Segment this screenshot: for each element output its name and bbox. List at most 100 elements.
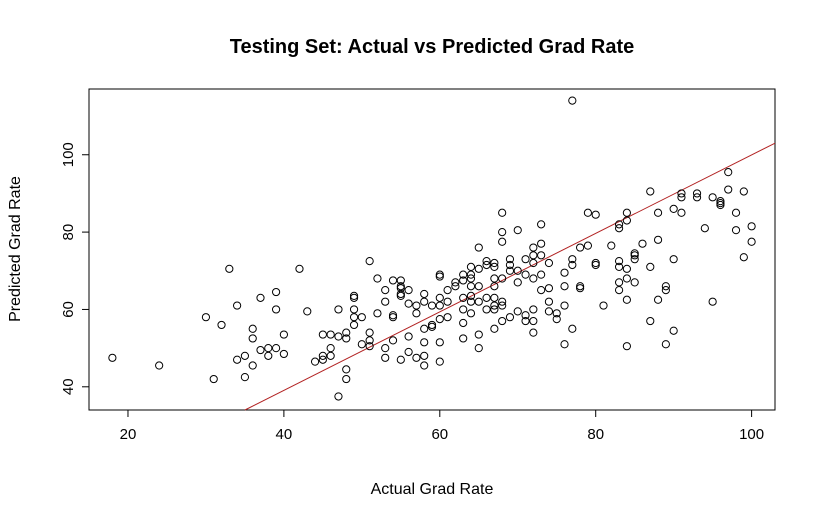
data-point <box>498 227 507 237</box>
x-axis-label: Actual Grad Rate <box>371 481 494 498</box>
data-point <box>326 344 335 353</box>
data-point <box>622 216 631 225</box>
data-point <box>646 316 655 326</box>
data-point <box>677 189 686 198</box>
data-point <box>513 307 522 316</box>
data-point <box>342 374 351 384</box>
data-point <box>240 373 250 382</box>
data-point <box>747 222 756 231</box>
x-tick-label: 80 <box>587 426 604 443</box>
data-point <box>529 274 538 283</box>
data-point <box>459 305 468 314</box>
data-point <box>404 332 413 341</box>
data-point <box>544 258 554 268</box>
data-point <box>420 324 429 333</box>
data-point <box>498 274 507 283</box>
data-point <box>334 392 343 401</box>
x-tick-label: 40 <box>276 426 293 443</box>
y-axis-label: Predicted Grad Rate <box>7 176 24 322</box>
data-point <box>505 260 515 270</box>
data-point <box>466 274 476 283</box>
data-point <box>630 278 639 287</box>
data-point <box>420 361 429 370</box>
data-point <box>498 301 507 310</box>
data-point <box>653 208 663 217</box>
data-point <box>614 286 624 295</box>
data-point <box>482 293 491 302</box>
data-point <box>560 282 569 291</box>
data-point <box>373 274 382 283</box>
y-tick-label: 80 <box>60 224 77 241</box>
data-point <box>568 255 577 264</box>
data-point <box>420 351 429 360</box>
x-axis: 20 40 60 80 100 <box>120 410 764 443</box>
data-point <box>420 338 429 347</box>
data-point <box>537 251 546 260</box>
data-point <box>482 257 491 266</box>
data-point <box>521 270 530 279</box>
data-point <box>669 204 678 213</box>
data-point <box>708 297 717 306</box>
data-point <box>498 297 507 306</box>
data-point <box>225 264 234 273</box>
data-point <box>490 301 499 310</box>
data-point <box>537 220 546 229</box>
data-point <box>505 266 515 275</box>
data-point <box>459 334 468 343</box>
data-point <box>529 305 538 314</box>
data-point <box>459 276 468 285</box>
data-point <box>591 260 600 270</box>
data-point <box>466 270 476 279</box>
data-point <box>552 315 561 324</box>
data-point <box>474 264 483 273</box>
data-point <box>466 309 476 318</box>
y-tick-label: 60 <box>60 301 77 318</box>
data-point <box>583 208 593 217</box>
data-point <box>459 318 468 328</box>
data-point <box>326 330 335 339</box>
data-point <box>708 193 717 202</box>
data-point <box>622 295 631 304</box>
data-point <box>537 270 546 279</box>
data-point <box>560 268 569 277</box>
data-point <box>209 374 218 384</box>
data-point <box>264 351 273 360</box>
data-point <box>303 307 312 316</box>
data-point <box>334 305 343 314</box>
data-point <box>435 357 444 366</box>
data-point <box>614 257 624 266</box>
data-point <box>622 264 631 273</box>
data-point <box>435 315 444 324</box>
data-point <box>388 276 398 285</box>
data-point <box>552 309 561 318</box>
data-point <box>576 284 585 293</box>
data-point <box>490 282 499 291</box>
data-point <box>279 349 288 359</box>
data-point <box>731 208 741 217</box>
data-point <box>583 241 593 250</box>
data-point <box>404 286 413 295</box>
data-point <box>544 307 554 316</box>
data-point <box>427 301 437 310</box>
data-point <box>435 270 444 279</box>
y-axis: 40 60 80 100 <box>60 142 89 395</box>
data-point <box>420 297 429 306</box>
data-point <box>505 255 515 264</box>
data-point <box>568 260 577 270</box>
data-point <box>326 351 335 360</box>
data-point <box>271 287 281 297</box>
data-point <box>396 276 405 285</box>
data-point <box>310 357 320 366</box>
data-point <box>435 338 444 347</box>
data-point <box>435 301 444 310</box>
data-point <box>474 243 483 252</box>
data-point <box>396 355 405 364</box>
data-point <box>692 189 702 198</box>
data-point <box>412 301 421 310</box>
data-point <box>279 330 288 339</box>
data-point <box>381 344 390 353</box>
data-point <box>576 243 585 252</box>
data-point <box>233 301 242 310</box>
data-point <box>513 266 522 275</box>
data-point <box>412 353 421 362</box>
